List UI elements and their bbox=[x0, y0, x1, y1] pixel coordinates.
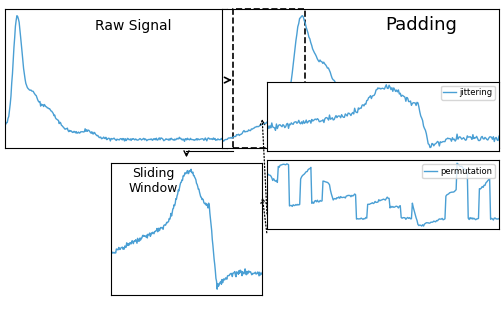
Legend: jittering: jittering bbox=[441, 86, 495, 100]
Text: Sliding
Window: Sliding Window bbox=[129, 167, 178, 195]
Bar bbox=[233, 9, 305, 148]
Legend: permutation: permutation bbox=[422, 164, 495, 178]
Text: Padding: Padding bbox=[386, 16, 457, 34]
Text: Raw Signal: Raw Signal bbox=[95, 19, 172, 33]
